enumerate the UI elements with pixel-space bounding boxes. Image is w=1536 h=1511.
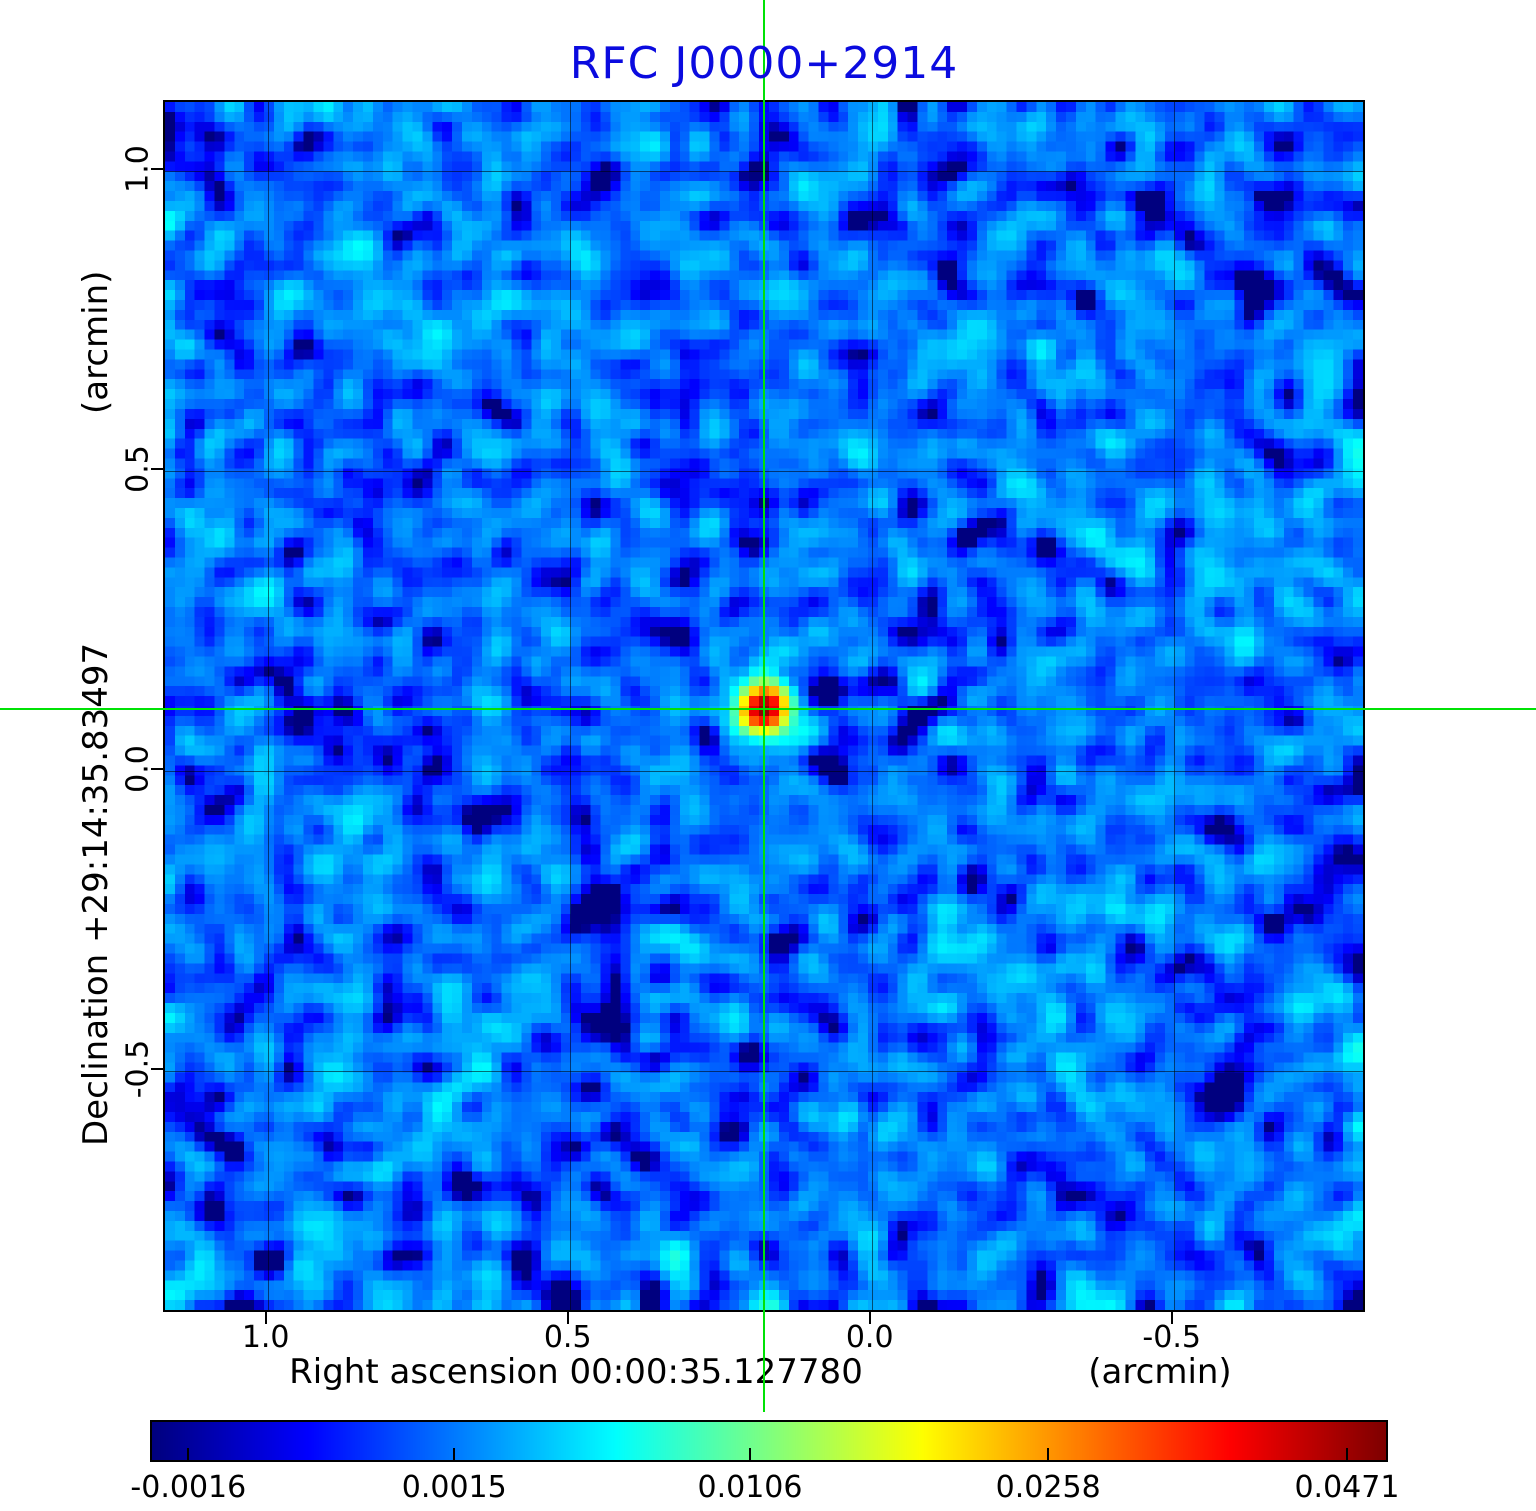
colorbar-tick-label: 0.0015	[401, 1470, 507, 1505]
x-tick-label: 0.0	[845, 1320, 894, 1355]
gridline-vertical	[871, 102, 873, 1310]
x-tick-label: 1.0	[241, 1320, 290, 1355]
x-axis-label: Right ascension 00:00:35.127780	[289, 1352, 863, 1392]
colorbar-tick-label: 0.0258	[995, 1470, 1101, 1505]
x-tick-label: 0.5	[543, 1320, 592, 1355]
plot-title: RFC J0000+2914	[569, 38, 959, 89]
y-axis-tick	[151, 468, 163, 470]
y-axis-tick	[151, 1068, 163, 1070]
crosshair-horizontal-line	[0, 708, 1536, 710]
gridline-vertical	[569, 102, 571, 1310]
colorbar-tick	[1345, 1448, 1348, 1460]
x-tick-label: -0.5	[1142, 1320, 1201, 1355]
colorbar	[150, 1420, 1388, 1462]
colorbar-gradient	[152, 1422, 1386, 1460]
x-axis-tick	[566, 1312, 569, 1324]
y-axis-tick	[151, 768, 163, 770]
colorbar-tick	[453, 1448, 456, 1460]
y-axis-unit-label: (arcmin)	[76, 270, 116, 414]
x-axis-tick	[264, 1312, 267, 1324]
x-axis-tick	[868, 1312, 871, 1324]
x-axis-unit-label: (arcmin)	[1088, 1352, 1232, 1392]
gridline-vertical	[1173, 102, 1175, 1310]
colorbar-tick	[749, 1448, 751, 1460]
y-axis-tick	[151, 168, 163, 170]
x-axis-tick	[1170, 1312, 1173, 1324]
crosshair-vertical-line	[763, 0, 765, 1412]
colorbar-tick-label: 0.0471	[1294, 1470, 1400, 1505]
gridline-vertical	[267, 102, 269, 1310]
colorbar-tick-label: 0.0106	[697, 1470, 803, 1505]
y-axis-label: Declination +29:14:35.83497	[76, 642, 116, 1146]
colorbar-tick-label: -0.0016	[130, 1470, 247, 1505]
colorbar-tick	[187, 1448, 190, 1460]
colorbar-tick	[1047, 1448, 1050, 1460]
